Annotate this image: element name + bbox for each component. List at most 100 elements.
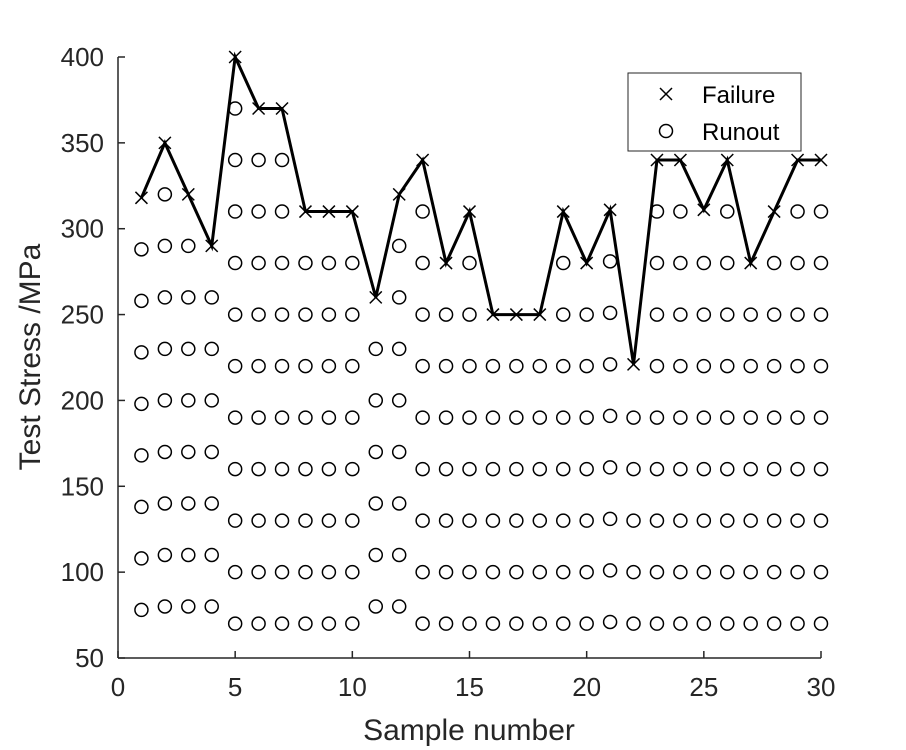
failure-point (134, 191, 148, 205)
runout-point (134, 448, 149, 463)
failure-point (533, 308, 547, 322)
runout-point (181, 547, 196, 563)
runout-point (462, 255, 477, 271)
runout-point (509, 461, 524, 477)
runout-point (181, 599, 196, 614)
runout-point (696, 307, 712, 322)
runout-point (134, 293, 149, 309)
runout-point (438, 307, 454, 322)
runout-point (720, 461, 735, 477)
runout-point (368, 341, 384, 357)
runout-point (626, 410, 641, 425)
runout-point (227, 513, 243, 528)
y-tick-label: 350 (61, 128, 104, 158)
runout-point (345, 410, 360, 425)
runout-point (415, 461, 430, 477)
runout-point (626, 513, 641, 528)
runout-point (298, 616, 313, 631)
legend-marker-runout (658, 123, 674, 139)
runout-point (321, 358, 337, 374)
failure-point (345, 205, 359, 219)
runout-point (532, 461, 548, 477)
runout-point (509, 513, 524, 528)
x-tick-label: 5 (228, 672, 242, 702)
runout-point (696, 461, 712, 477)
runout-point (813, 307, 829, 322)
runout-point (649, 358, 665, 374)
runout-point (673, 255, 688, 271)
runout-point (509, 358, 524, 374)
plot-content (134, 50, 829, 631)
runout-point (673, 410, 688, 425)
runout-point (790, 461, 805, 477)
runout-point (415, 307, 430, 322)
runout-point (345, 358, 360, 374)
runout-point (649, 255, 665, 271)
runout-point (204, 599, 219, 614)
runout-point (626, 461, 641, 477)
runout-point (181, 393, 196, 408)
y-tick-label: 100 (61, 557, 104, 587)
runout-point (134, 396, 149, 412)
runout-point (274, 255, 290, 271)
runout-point (602, 408, 618, 424)
runout-point (227, 307, 243, 322)
runout-point (251, 410, 266, 425)
runout-point (391, 444, 407, 460)
failure-point (580, 256, 594, 270)
runout-point (157, 547, 173, 563)
runout-point (462, 410, 477, 425)
runout-point (649, 616, 665, 631)
runout-point (813, 410, 829, 425)
y-tick-label: 250 (61, 300, 104, 330)
runout-point (673, 513, 688, 528)
x-tick-label: 25 (689, 672, 718, 702)
runout-point (181, 290, 196, 305)
runout-point (274, 513, 290, 528)
legend-label-failure: Failure (702, 82, 775, 109)
runout-point (649, 410, 665, 425)
runout-point (720, 564, 735, 580)
failure-point (416, 153, 430, 167)
y-tick-label: 200 (61, 385, 104, 415)
runout-point (181, 341, 196, 357)
runout-point (438, 513, 454, 528)
runout-point (813, 358, 829, 374)
runout-point (204, 547, 219, 563)
runout-point (227, 204, 243, 219)
failure-series-line (140, 51, 821, 365)
runout-point (134, 499, 149, 515)
runout-point (720, 255, 735, 271)
failure-point (720, 153, 734, 167)
runout-point (579, 307, 594, 322)
runout-point (673, 461, 688, 477)
failure-point (697, 203, 711, 217)
y-tick-label: 300 (61, 214, 104, 244)
runout-point (391, 290, 407, 305)
runout-point (251, 152, 266, 168)
failure-point (298, 205, 312, 219)
runout-point (227, 564, 243, 580)
failure-point (486, 308, 500, 322)
failure-point (322, 205, 336, 219)
runout-point (321, 513, 337, 528)
runout-point (134, 242, 149, 257)
runout-point (157, 496, 173, 511)
y-tick-label: 150 (61, 471, 104, 501)
runout-point (391, 393, 407, 408)
runout-point (438, 564, 454, 580)
runout-point (626, 564, 641, 580)
failure-point (744, 256, 758, 270)
x-tick-label: 30 (807, 672, 836, 702)
runout-point (696, 564, 712, 580)
runout-point (157, 444, 173, 460)
runout-point (790, 204, 805, 219)
legend-marker-failure (659, 87, 673, 101)
runout-point (391, 238, 407, 254)
runout-point (602, 563, 618, 578)
failure-point (205, 239, 219, 253)
runout-point (415, 513, 430, 528)
runout-point (391, 341, 407, 357)
failure-point (462, 205, 477, 219)
y-axis-title: Test Stress /MPa (14, 243, 47, 470)
